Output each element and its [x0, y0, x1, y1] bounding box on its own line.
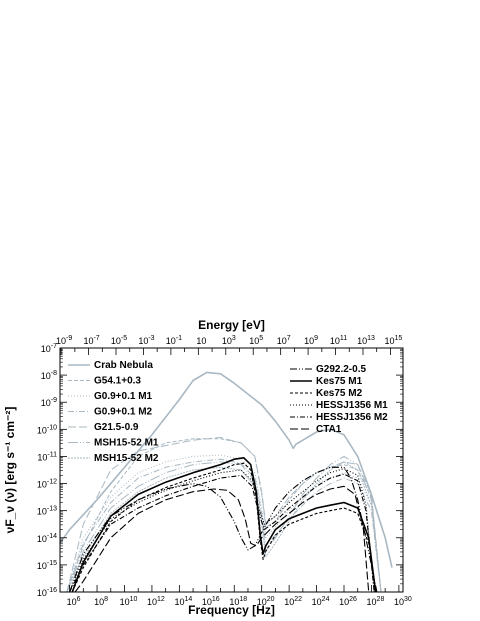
axes: 106 108 1010 1012 1014 1016 1018 1020 1022 1024 10… [37, 335, 412, 607]
x-tick-label: 1028 [367, 596, 385, 607]
legend: Crab Nebula G54.1+0.3 G0.9+0.1 M1 G0.9+0.1 … [68, 360, 388, 464]
y-tick-label: 10-8 [41, 370, 57, 381]
legend-label: G54.1+0.3 [94, 376, 141, 387]
y-tick-label: 10-16 [37, 587, 57, 598]
legend-label: CTA1 [316, 424, 342, 435]
top-tick-label: 1013 [357, 335, 375, 346]
top-tick-label: 109 [304, 335, 318, 346]
series-line-2 [66, 454, 382, 592]
y-tick-label: 10-15 [37, 560, 57, 571]
legend-label: Kes75 M1 [316, 376, 363, 387]
x-tick-label: 1030 [394, 596, 412, 607]
y-tick-label: 10-14 [37, 533, 57, 544]
top-tick-label: 10-1 [166, 335, 182, 346]
legend-label: G0.9+0.1 M2 [94, 407, 153, 418]
y-tick-label: 10-13 [37, 506, 57, 517]
y-tick-label: 10-12 [37, 479, 57, 490]
top-axis-title: Energy [eV] [198, 318, 265, 332]
legend-label: G0.9+0.1 M1 [94, 391, 153, 402]
top-tick-label: 10-3 [138, 335, 154, 346]
y-tick-label: 10-11 [37, 451, 57, 462]
y-tick-label: 10-9 [41, 397, 57, 408]
legend-label: HESSJ1356 M2 [316, 412, 388, 423]
legend-entry: G292.2-0.5 [290, 364, 366, 375]
legend-entry: HESSJ1356 M1 [290, 400, 388, 411]
legend-entry: Kes75 M1 [290, 376, 363, 387]
legend-entry: Kes75 M2 [290, 388, 363, 399]
series-line-1 [66, 438, 382, 592]
x-tick-label: 1020 [257, 596, 275, 607]
series-line-3 [66, 458, 382, 592]
legend-label: MSH15-52 M1 [94, 438, 159, 449]
x-tick-label: 108 [94, 596, 108, 607]
y-tick-label: 10-7 [41, 343, 57, 354]
series-line-6 [66, 461, 382, 592]
series-line-9 [71, 462, 377, 592]
top-tick-label: 103 [222, 335, 236, 346]
series-line-5 [66, 455, 382, 592]
top-tick-label: 10-7 [83, 335, 99, 346]
plot-frame [59, 347, 404, 593]
y-axis-title: νF_ν (ν) [erg s⁻¹ cm⁻²] [3, 407, 17, 534]
legend-label: G292.2-0.5 [316, 364, 366, 375]
top-tick-label: 10-5 [111, 335, 127, 346]
y-tick-label: 10-10 [37, 424, 57, 435]
legend-entry: Crab Nebula [68, 360, 153, 371]
top-tick-label: 107 [277, 335, 291, 346]
legend-label: Kes75 M2 [316, 388, 363, 399]
legend-label: HESSJ1356 M1 [316, 400, 388, 411]
legend-label: Crab Nebula [94, 360, 153, 371]
x-tick-label: 1010 [120, 596, 138, 607]
top-tick-label: 10-9 [56, 335, 72, 346]
x-tick-label: 1024 [312, 596, 330, 607]
series-line-10 [69, 468, 375, 592]
legend-entry: G21.5-0.9 [68, 422, 139, 433]
x-tick-label: 1022 [284, 596, 302, 607]
plot-area [60, 371, 393, 592]
legend-entry: G54.1+0.3 [68, 376, 141, 387]
x-tick-label: 1012 [147, 596, 165, 607]
legend-label: MSH15-52 M2 [94, 453, 159, 464]
x-axis-title: Frequency [Hz] [188, 603, 275, 617]
top-tick-label: 10 [196, 336, 206, 346]
series-line-0 [60, 371, 393, 568]
legend-entry: MSH15-52 M1 [68, 438, 159, 449]
legend-entry: G0.9+0.1 M1 [68, 391, 153, 402]
x-tick-label: 1026 [339, 596, 357, 607]
top-tick-label: 1011 [330, 335, 347, 346]
legend-entry: HESSJ1356 M2 [290, 412, 388, 423]
series-line-11 [69, 473, 375, 592]
top-tick-label: 1015 [385, 335, 403, 346]
x-tick-label: 106 [67, 596, 81, 607]
legend-entry: CTA1 [290, 424, 342, 435]
top-tick-label: 105 [249, 335, 263, 346]
legend-label: G21.5-0.9 [94, 422, 139, 433]
x-tick-label: 1016 [202, 596, 220, 607]
series-line-12 [74, 485, 370, 592]
series-line-8 [71, 457, 377, 592]
legend-entry: G0.9+0.1 M2 [68, 407, 153, 418]
legend-entry: MSH15-52 M2 [68, 453, 159, 464]
x-tick-label: 1018 [229, 596, 247, 607]
x-tick-label: 1014 [174, 596, 192, 607]
